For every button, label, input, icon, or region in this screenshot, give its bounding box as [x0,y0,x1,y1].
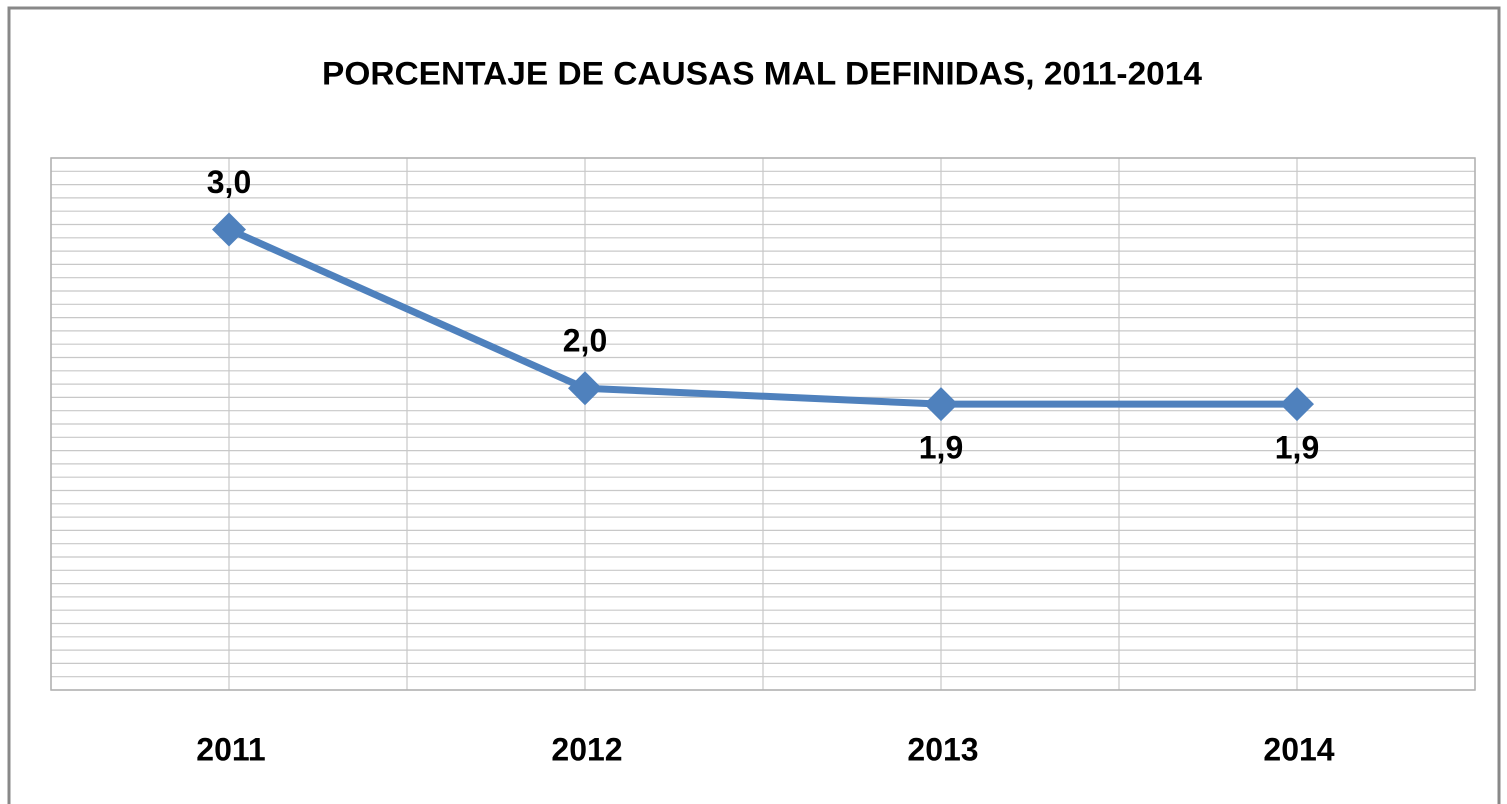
line [227,226,1297,408]
x-tick-label: 2014 [1263,731,1334,767]
marker [1280,387,1314,422]
chart-title: PORCENTAJE DE CAUSAS MAL DEFINIDAS, 2011… [322,55,1202,91]
plot-area [50,157,1476,691]
data-label: 1,9 [919,430,963,466]
x-tick-label: 2012 [551,731,622,767]
data-label: 2,0 [563,323,607,359]
data-label: 1,9 [1275,430,1319,466]
marker [568,371,602,406]
grid [50,157,1476,691]
marker [212,212,246,247]
marker [924,387,958,422]
data-label: 3,0 [207,164,251,200]
x-tick-label: 2013 [907,731,978,767]
x-tick-label: 2011 [196,731,265,767]
